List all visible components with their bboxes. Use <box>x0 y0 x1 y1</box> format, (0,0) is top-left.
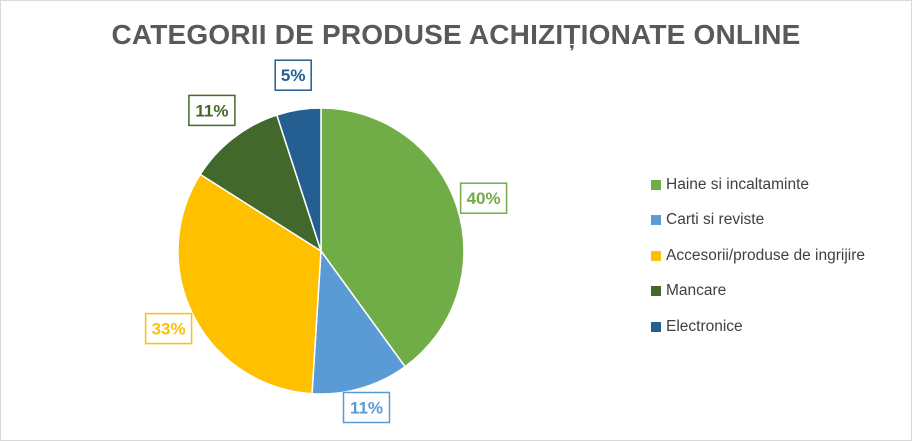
data-label-box <box>188 94 236 127</box>
data-label-text: 40% <box>467 189 501 208</box>
legend-item-haine-si-incaltaminte: Haine si incaltaminte <box>651 167 865 203</box>
legend: Haine si incaltaminte Carti si reviste Acc… <box>651 167 865 345</box>
legend-label: Accesorii/produse de ingrijire <box>666 246 866 264</box>
legend-label: Haine si incaltaminte <box>666 175 810 193</box>
data-label-accesorii-produse-de-ingrijire: 33% <box>144 312 193 345</box>
data-label-haine-si-incaltaminte: 40% <box>459 182 508 214</box>
legend-label: Mancare <box>666 282 727 300</box>
data-label-text: 5% <box>281 66 306 85</box>
pie-slice-carti-si-reviste <box>311 248 407 395</box>
data-label-text: 11% <box>195 101 228 120</box>
data-label-box <box>459 182 508 214</box>
chart-title: CATEGORII DE PRODUSE ACHIZIȚIONATE ONLIN… <box>111 19 801 50</box>
legend-item-electronice: Electronice <box>651 309 865 345</box>
legend-swatch <box>651 286 661 297</box>
legend-label: Carti si reviste <box>666 211 765 229</box>
pie-slice-haine-si-incaltaminte <box>320 107 465 368</box>
data-label-box <box>144 312 193 345</box>
data-label-carti-si-reviste: 11% <box>342 391 391 424</box>
legend-label: Electronice <box>666 317 743 335</box>
legend-swatch <box>651 250 661 261</box>
legend-swatch <box>651 215 661 226</box>
pie-slice-accesorii-produse-de-ingrijire <box>177 173 322 395</box>
pie-slice-mancare <box>199 114 323 253</box>
pie-slice-electronice <box>275 107 322 252</box>
legend-item-mancare: Mancare <box>651 274 865 310</box>
data-label-electronice: 5% <box>274 59 312 91</box>
data-label-box <box>274 59 312 91</box>
legend-swatch <box>651 321 661 332</box>
legend-item-accesorii-produse-de-ingrijire: Accesorii/produse de ingrijire <box>651 238 865 274</box>
data-label-text: 11% <box>350 399 383 418</box>
data-label-box <box>342 391 391 424</box>
legend-item-carti-si-reviste: Carti si reviste <box>651 203 865 239</box>
legend-swatch <box>651 179 661 190</box>
data-label-text: 33% <box>152 320 186 339</box>
data-label-mancare: 11% <box>188 94 236 127</box>
